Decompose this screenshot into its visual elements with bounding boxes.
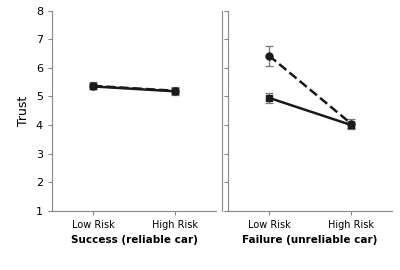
- X-axis label: Failure (unreliable car): Failure (unreliable car): [242, 235, 378, 245]
- X-axis label: Success (reliable car): Success (reliable car): [70, 235, 198, 245]
- Legend: No impairment, Impairment: No impairment, Impairment: [274, 178, 383, 205]
- Y-axis label: Trust: Trust: [17, 96, 30, 126]
